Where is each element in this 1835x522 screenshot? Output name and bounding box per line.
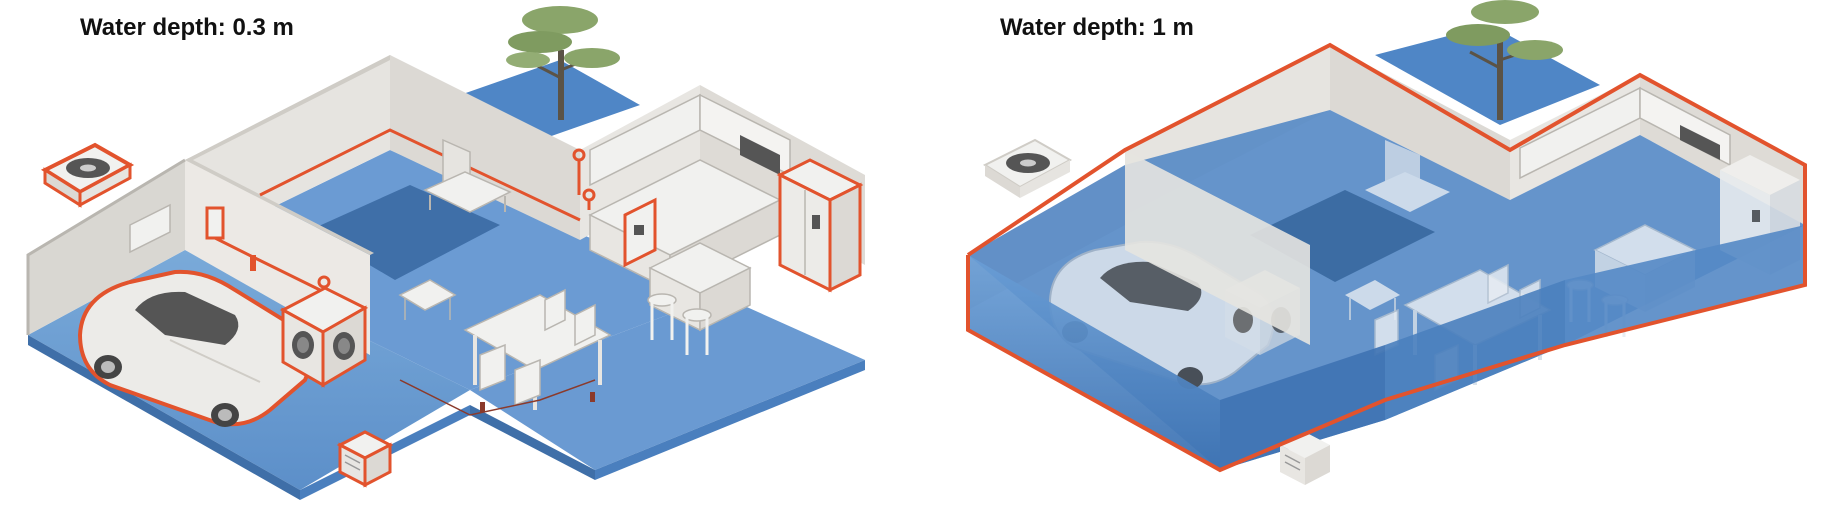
water-front-face-mid bbox=[1220, 345, 1385, 470]
house-shallow-flood bbox=[26, 6, 865, 500]
floor-outlet-icon bbox=[399, 379, 596, 416]
bar-stool-icon bbox=[647, 293, 712, 355]
water-front-face-left bbox=[968, 255, 1220, 470]
refrigerator-icon bbox=[776, 158, 864, 293]
tv-icon bbox=[423, 138, 512, 213]
ac-outdoor-unit-icon bbox=[982, 138, 1073, 198]
garage-shelf bbox=[129, 203, 171, 254]
kitchen-cabinets bbox=[1519, 86, 1731, 180]
wall-back-right bbox=[390, 55, 580, 240]
water-level-outline bbox=[966, 42, 1807, 473]
floor-water-kitchen bbox=[470, 295, 865, 470]
panel-title-left: Water depth: 0.3 m bbox=[80, 14, 294, 41]
tree-icon bbox=[1446, 0, 1563, 120]
wall-socket-icon bbox=[572, 148, 596, 210]
house-deep-flood bbox=[966, 0, 1807, 485]
wall-divider-garage bbox=[1125, 150, 1310, 345]
washing-machine-icon bbox=[279, 286, 369, 388]
backyard-water bbox=[1375, 25, 1600, 125]
wall-back-right bbox=[1330, 45, 1510, 200]
kitchen-island bbox=[648, 242, 752, 332]
garage-frame bbox=[26, 158, 186, 335]
utility-box-icon bbox=[336, 430, 394, 488]
floor-edge-right-3 bbox=[595, 360, 865, 480]
dishwasher-icon bbox=[623, 197, 657, 268]
side-table bbox=[398, 279, 457, 320]
water-front-face-far-right bbox=[1565, 225, 1805, 345]
ac-outdoor-unit-icon bbox=[40, 142, 135, 208]
wall-back-main-top bbox=[185, 55, 394, 162]
tree-icon bbox=[506, 6, 620, 120]
tv-icon bbox=[1365, 140, 1450, 212]
floor-edge-right-2 bbox=[470, 405, 595, 480]
dining-chair-icon bbox=[479, 288, 596, 407]
wall-divider-garage-top bbox=[185, 158, 374, 255]
wall-back-left bbox=[28, 160, 185, 335]
living-room-highlight-outline bbox=[259, 128, 581, 222]
electrical-panel-icon bbox=[205, 206, 331, 292]
panel-title-right: Water depth: 1 m bbox=[1000, 14, 1194, 41]
